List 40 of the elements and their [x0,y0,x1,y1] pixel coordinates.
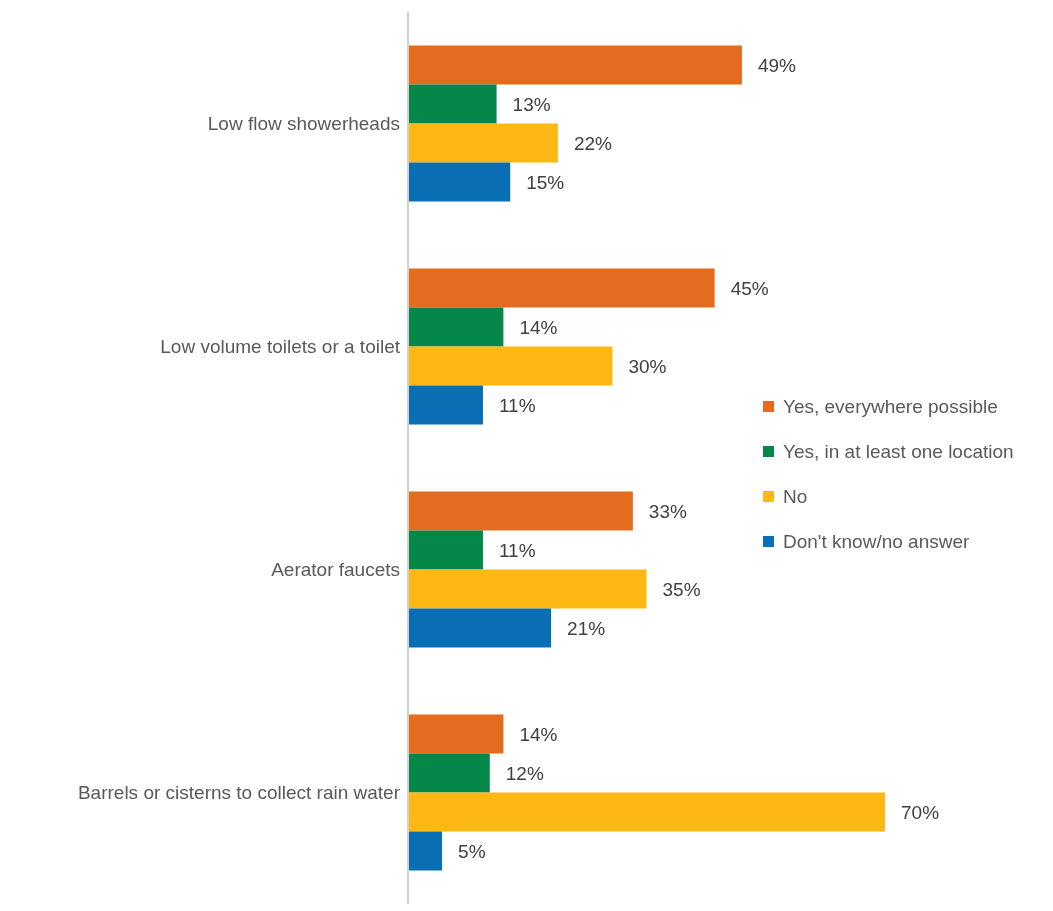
data-label: 11% [498,539,536,561]
data-label: 30% [628,355,667,377]
bar [408,385,483,425]
bar [408,346,613,386]
legend-label: Yes, everywhere possible [782,394,999,419]
bar [408,608,552,648]
data-label: 45% [730,277,769,299]
legend-label: No [782,484,809,509]
data-label: 11% [498,394,536,416]
bar [408,84,497,124]
bar [408,753,490,793]
y-tick-label: Low flow showerheads [207,113,400,135]
data-label: 15% [526,171,565,193]
data-label: 12% [505,762,544,784]
y-tick-label: Aerator faucets [271,559,400,581]
data-label: 21% [567,617,606,639]
data-label: 35% [662,578,701,600]
data-label: 13% [512,93,551,115]
legend-label: Don't know/no answer [782,529,971,554]
legend-label: Yes, in at least one location [782,439,1014,464]
bar [408,307,504,347]
data-label: 14% [519,316,558,338]
data-label: 14% [519,723,558,745]
bar [408,831,443,871]
bar [408,569,647,609]
data-label: 33% [648,500,688,522]
bar [408,714,504,754]
bar [408,491,633,531]
data-label: 49% [757,54,797,76]
bar [408,530,483,570]
data-label: 5% [458,840,486,862]
bar [408,45,742,85]
data-label: 70% [901,801,940,823]
data-label: 22% [573,132,613,154]
bar [408,268,715,308]
bar [408,123,558,163]
y-tick-label: Low volume toilets or a toilet [160,336,401,358]
bar [408,162,511,202]
bar [408,792,885,832]
y-tick-label: Barrels or cisterns to collect rain water [77,782,401,804]
